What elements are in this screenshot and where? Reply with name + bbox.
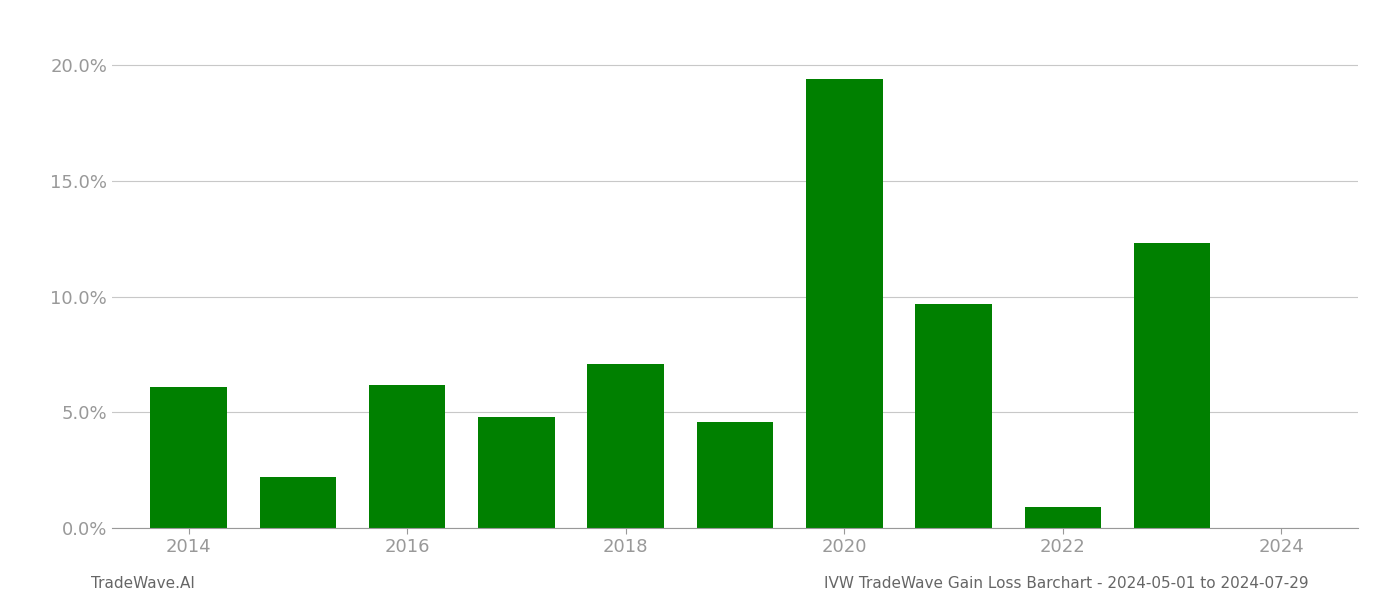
- Bar: [479, 417, 554, 528]
- Text: TradeWave.AI: TradeWave.AI: [91, 576, 195, 591]
- Bar: [697, 422, 773, 528]
- Bar: [368, 385, 445, 528]
- Bar: [259, 477, 336, 528]
- Bar: [1025, 507, 1102, 528]
- Bar: [806, 79, 882, 528]
- Bar: [1134, 244, 1211, 528]
- Bar: [588, 364, 664, 528]
- Text: IVW TradeWave Gain Loss Barchart - 2024-05-01 to 2024-07-29: IVW TradeWave Gain Loss Barchart - 2024-…: [825, 576, 1309, 591]
- Bar: [150, 387, 227, 528]
- Bar: [916, 304, 991, 528]
